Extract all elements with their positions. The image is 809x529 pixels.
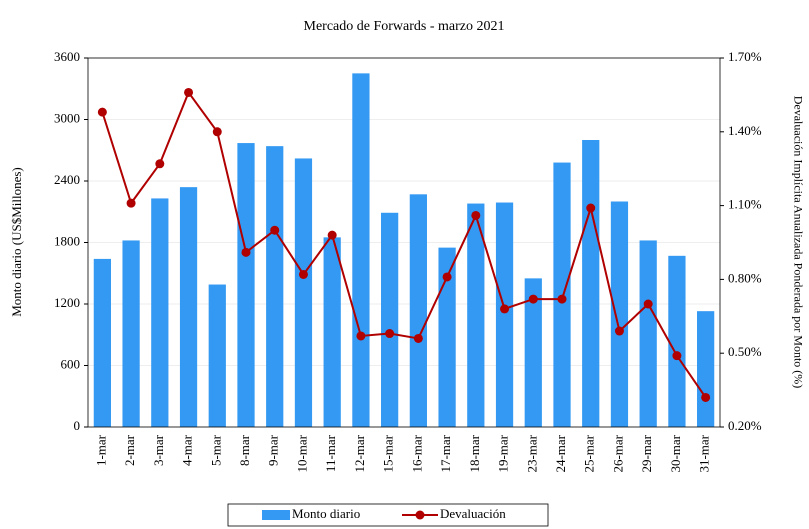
marker (298, 269, 308, 279)
x-tick-label: 31-mar (697, 434, 712, 472)
marker (442, 272, 452, 282)
bar (122, 240, 140, 427)
marker (500, 304, 510, 314)
plot-frame (87, 57, 721, 428)
marker (327, 230, 337, 240)
marker (97, 107, 107, 117)
marker (155, 159, 165, 169)
legend-marker (415, 510, 425, 520)
y-tick-label: 1800 (54, 233, 80, 248)
marker (586, 203, 596, 213)
bar (409, 194, 427, 427)
x-tick-label: 11-mar (323, 434, 338, 472)
legend-box (227, 503, 549, 527)
x-tick-label: 3-mar (151, 434, 166, 466)
marker (241, 247, 251, 257)
bar (179, 187, 198, 427)
legend-swatch (262, 510, 290, 520)
marker (270, 225, 280, 235)
bar (582, 140, 600, 427)
bar (208, 284, 226, 427)
y-tick-label: 3000 (54, 110, 80, 125)
marker (385, 329, 395, 339)
legend-label: Devaluación (440, 506, 506, 521)
x-tick-label: 12-mar (352, 434, 367, 472)
marker (356, 331, 366, 341)
bar (639, 240, 657, 427)
marker (212, 127, 222, 137)
chart-title: Mercado de Forwards - marzo 2021 (304, 19, 505, 34)
bar (438, 247, 456, 427)
x-tick-label: 1-mar (93, 434, 108, 466)
marker (528, 294, 538, 304)
bar (266, 146, 284, 427)
legend-label: Monto diario (292, 506, 360, 521)
x-tick-label: 9-mar (266, 434, 281, 466)
y-axis-label: Monto diario (US$Millones) (9, 167, 24, 317)
x-tick-label: 2-mar (122, 434, 137, 466)
bar (151, 198, 169, 427)
x-tick-label: 8-mar (237, 434, 252, 466)
line (101, 90, 707, 399)
marker (184, 87, 194, 97)
x-tick-label: 19-mar (496, 434, 511, 472)
marker (557, 294, 567, 304)
bar (352, 73, 370, 427)
y2-tick-label: 1.70% (728, 49, 762, 64)
bar (668, 255, 686, 427)
bar (237, 143, 255, 427)
marker (701, 392, 711, 402)
bar (697, 311, 715, 427)
y-tick-label: 600 (61, 356, 81, 371)
x-tick-label: 18-mar (467, 434, 482, 472)
bar (524, 278, 542, 427)
x-tick-label: 26-mar (610, 434, 625, 472)
x-tick-label: 17-mar (438, 434, 453, 472)
y-tick-label: 1200 (54, 295, 80, 310)
y-tick-label: 3600 (54, 49, 80, 64)
y-tick-label: 2400 (54, 172, 80, 187)
bar (323, 237, 341, 427)
bar (495, 202, 514, 427)
x-tick-label: 10-mar (294, 434, 309, 472)
x-tick-label: 5-mar (208, 434, 223, 466)
marker (413, 333, 423, 343)
x-tick-label: 16-mar (409, 434, 424, 472)
y2-tick-label: 1.40% (728, 123, 762, 138)
marker (126, 198, 136, 208)
marker (614, 326, 624, 336)
marker (672, 351, 682, 361)
y2-tick-label: 0.50% (728, 344, 762, 359)
x-tick-label: 25-mar (582, 434, 597, 472)
y2-tick-label: 0.20% (728, 418, 762, 433)
y-tick-label: 0 (74, 418, 81, 433)
marker (471, 210, 481, 220)
x-tick-label: 24-mar (553, 434, 568, 472)
y2-axis-label: Devaluación Implícita Anualizada Pondera… (791, 96, 805, 389)
bar (381, 212, 399, 427)
bar (294, 158, 313, 427)
y2-tick-label: 1.10% (728, 197, 762, 212)
bar (93, 258, 111, 427)
bar (610, 201, 629, 427)
x-tick-label: 15-mar (381, 434, 396, 472)
marker (643, 299, 653, 309)
x-tick-label: 4-mar (180, 434, 195, 466)
y2-tick-label: 0.80% (728, 270, 762, 285)
bar (467, 203, 485, 427)
x-tick-label: 30-mar (668, 434, 683, 472)
x-tick-label: 29-mar (639, 434, 654, 472)
x-tick-label: 23-mar (524, 434, 539, 472)
